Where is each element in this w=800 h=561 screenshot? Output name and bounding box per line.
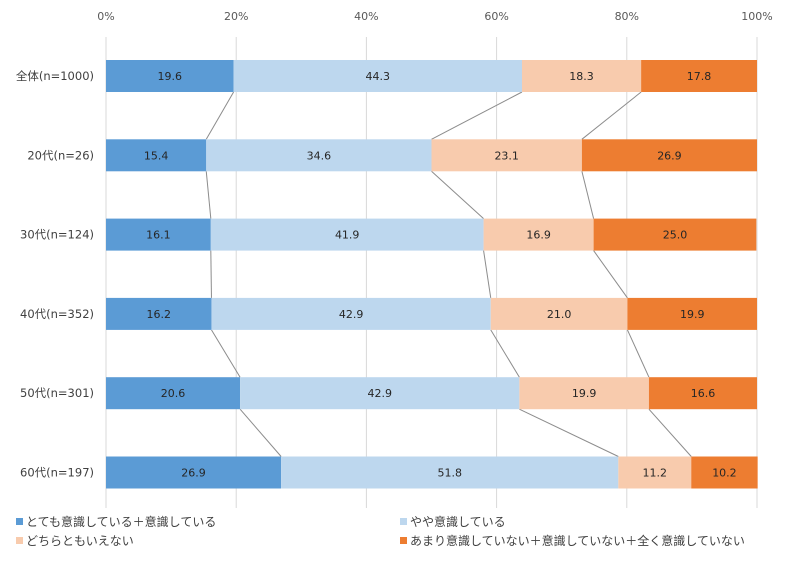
legend-item: どちらともいえない xyxy=(16,532,134,549)
bar-segment xyxy=(210,218,484,251)
data-label: 19.6 xyxy=(158,70,183,83)
x-tick-label: 100% xyxy=(741,10,772,23)
data-label: 16.9 xyxy=(526,229,551,242)
bar-segment xyxy=(211,297,491,330)
series-line xyxy=(431,91,523,140)
bar-segment xyxy=(581,139,757,172)
series-line xyxy=(483,250,492,298)
series-line xyxy=(211,329,241,378)
data-label: 17.8 xyxy=(687,70,712,83)
bar-segment xyxy=(618,456,692,489)
data-label: 15.4 xyxy=(144,149,169,162)
data-label: 10.2 xyxy=(712,467,737,480)
data-label: 18.3 xyxy=(569,70,594,83)
data-label: 42.9 xyxy=(367,387,392,400)
legend-label: あまり意識していない＋意識していない＋全く意識していない xyxy=(410,534,745,548)
data-label: 16.6 xyxy=(691,387,716,400)
data-label: 44.3 xyxy=(366,70,391,83)
bar-segment xyxy=(106,377,241,410)
data-label: 19.9 xyxy=(680,308,705,321)
bar-segment xyxy=(593,218,757,251)
legend-swatch xyxy=(400,518,407,525)
series-line xyxy=(581,91,642,140)
bar-segment xyxy=(106,456,282,489)
legend-label: とても意識している＋意識している xyxy=(26,515,217,529)
x-tick-label: 60% xyxy=(484,10,508,23)
bar-segment xyxy=(691,456,758,489)
series-lines xyxy=(205,91,692,457)
data-label: 26.9 xyxy=(181,467,206,480)
legend-item: とても意識している＋意識している xyxy=(16,513,216,530)
data-label: 41.9 xyxy=(335,229,360,242)
bar-segment xyxy=(521,60,642,92)
data-label: 19.9 xyxy=(572,387,597,400)
data-label: 51.8 xyxy=(437,467,462,480)
legend-label: やや意識している xyxy=(410,515,506,529)
category-label: 30代(n=124) xyxy=(20,228,94,242)
x-tick-label: 0% xyxy=(97,10,114,23)
x-tick-label: 80% xyxy=(615,10,639,23)
bar-segment xyxy=(206,139,432,172)
data-label: 16.1 xyxy=(146,229,171,242)
data-label: 34.6 xyxy=(307,149,332,162)
legend-label: どちらともいえない xyxy=(26,534,134,548)
data-label: 42.9 xyxy=(339,308,364,321)
legend-swatch xyxy=(16,518,23,525)
data-label: 16.2 xyxy=(146,308,171,321)
category-label: 全体(n=1000) xyxy=(16,69,94,83)
x-tick-label: 40% xyxy=(354,10,378,23)
gridlines xyxy=(105,37,758,508)
data-label: 20.6 xyxy=(161,387,186,400)
bars: 19.6 44.3 18.3 17.8 15.4 34.6 23.1 26.9 16.1 41.9… xyxy=(106,60,758,489)
series-line xyxy=(519,408,619,457)
category-label: 20代(n=26) xyxy=(27,148,94,162)
bar-segment xyxy=(483,218,594,251)
legend-item: やや意識している xyxy=(400,513,506,530)
series-line xyxy=(581,171,595,219)
category-labels: 全体(n=1000) 20代(n=26) 30代(n=124) 40代(n=352) 5… xyxy=(16,69,94,480)
category-label: 50代(n=301) xyxy=(20,386,94,400)
legend-item: あまり意識していない＋意識していない＋全く意識していない xyxy=(400,532,745,549)
bar-segment xyxy=(627,297,757,330)
x-axis-ticks: 0% 20% 40% 60% 80% 100% xyxy=(97,10,772,23)
legend-swatch xyxy=(400,537,407,544)
series-line xyxy=(593,250,628,299)
category-label: 40代(n=352) xyxy=(20,307,94,321)
bar-segment xyxy=(490,297,628,330)
bar-segment xyxy=(240,377,520,410)
data-label: 21.0 xyxy=(547,308,572,321)
series-line xyxy=(648,408,692,457)
series-line xyxy=(205,171,212,219)
data-label: 11.2 xyxy=(643,467,668,480)
series-line xyxy=(210,250,212,298)
bar-segment xyxy=(641,60,757,92)
bar-segment xyxy=(106,60,234,92)
data-label: 25.0 xyxy=(663,229,688,242)
bar-segment xyxy=(106,139,207,172)
bar-segment xyxy=(519,377,649,410)
bar-segment xyxy=(106,297,212,330)
series-line xyxy=(205,91,235,140)
bar-segment xyxy=(648,377,757,410)
bar-segment xyxy=(106,218,211,251)
x-tick-label: 20% xyxy=(224,10,248,23)
series-line xyxy=(490,329,520,378)
series-line xyxy=(239,408,282,457)
legend-swatch xyxy=(16,537,23,544)
data-label: 26.9 xyxy=(657,149,682,162)
series-line xyxy=(626,329,650,378)
category-label: 60代(n=197) xyxy=(20,466,94,480)
bar-segment xyxy=(431,139,582,172)
data-label: 23.1 xyxy=(494,149,519,162)
bar-segment xyxy=(281,456,619,489)
bar-segment xyxy=(233,60,522,92)
series-line xyxy=(431,170,484,219)
